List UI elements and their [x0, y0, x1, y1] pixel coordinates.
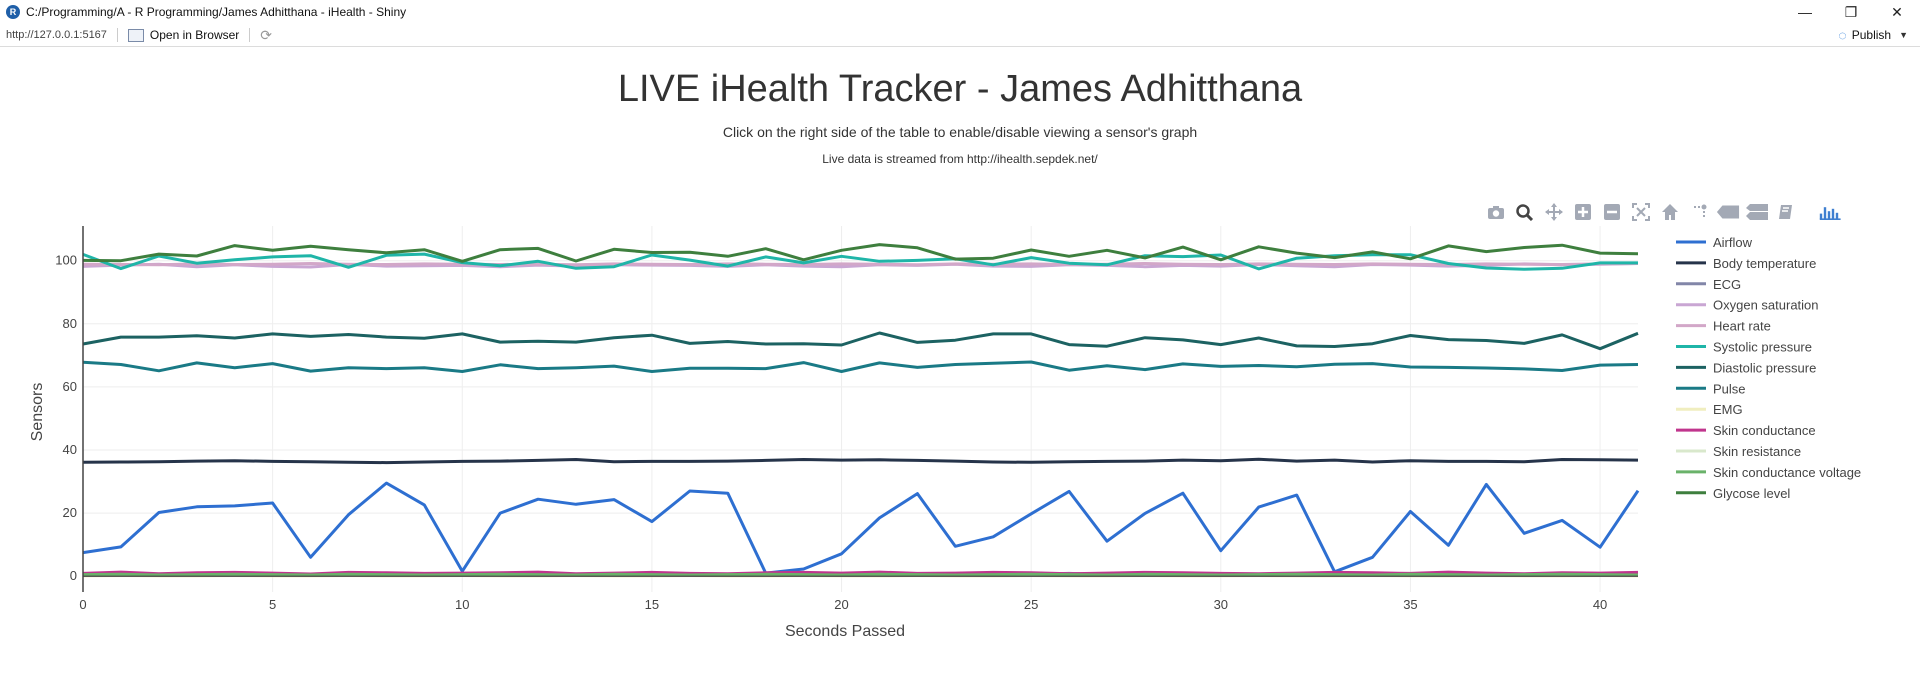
legend-item-diastolic-pressure[interactable]: Diastolic pressure [1676, 360, 1816, 375]
series-line-systolic-pressure[interactable] [82, 252, 1638, 271]
legend-item-emg[interactable]: EMG [1676, 402, 1743, 417]
legend-label: Heart rate [1713, 319, 1771, 334]
hover-compare-icon[interactable] [1745, 203, 1769, 221]
hover-closest-icon[interactable] [1716, 203, 1740, 221]
series-line-diastolic-pressure[interactable] [82, 331, 1639, 351]
x-tick-label: 5 [269, 597, 276, 612]
publish-label: Publish [1851, 28, 1892, 42]
legend-item-ecg[interactable]: ECG [1676, 277, 1741, 292]
open-in-browser-label: Open in Browser [149, 28, 240, 42]
legend-item-skin-resistance[interactable]: Skin resistance [1676, 444, 1801, 459]
legend-label: EMG [1713, 402, 1743, 417]
camera-icon[interactable] [1484, 203, 1508, 221]
x-tick-label: 0 [79, 597, 86, 612]
series-line-pulse[interactable] [82, 360, 1639, 373]
x-tick-label: 20 [834, 597, 848, 612]
x-tick-label: 30 [1214, 597, 1228, 612]
page-subtitle: Click on the right side of the table to … [722, 124, 1198, 140]
browser-window-icon [127, 28, 144, 42]
pan-icon[interactable] [1542, 203, 1566, 221]
legend-item-airflow[interactable]: Airflow [1676, 235, 1753, 250]
series-line-glycose-level[interactable] [82, 243, 1639, 263]
chart-legend: Airflow Body temperature ECG Oxygen saturat… [1676, 235, 1861, 501]
legend-label: Systolic pressure [1713, 340, 1812, 355]
x-tick-label: 10 [455, 597, 469, 612]
minimize-button[interactable]: — [1798, 4, 1812, 20]
legend-item-systolic-pressure[interactable]: Systolic pressure [1676, 340, 1812, 355]
series-line-airflow[interactable] [82, 481, 1640, 575]
legend-label: Pulse [1713, 381, 1746, 396]
zoom-icon[interactable] [1513, 203, 1537, 221]
legend-label: Glycose level [1713, 486, 1790, 501]
series-line-heart-rate[interactable] [82, 262, 1639, 267]
legend-item-skin-conductance-voltage[interactable]: Skin conductance voltage [1676, 465, 1861, 480]
y-tick-label: 60 [63, 379, 77, 394]
legend-item-pulse[interactable]: Pulse [1676, 381, 1746, 396]
series-line-body-temperature[interactable] [82, 457, 1639, 465]
legend-label: Airflow [1713, 235, 1753, 250]
toolbar-divider [249, 28, 251, 42]
data-source-note: Live data is streamed from http://ihealt… [822, 152, 1098, 166]
y-tick-label: 80 [63, 316, 77, 331]
legend-label: Oxygen saturation [1713, 298, 1819, 313]
window-title: C:/Programming/A - R Programming/James A… [26, 5, 407, 19]
page-title: LIVE iHealth Tracker - James Adhitthana [617, 68, 1303, 110]
close-button[interactable]: ✕ [1891, 3, 1903, 20]
autoscale-icon[interactable] [1629, 203, 1653, 221]
legend-label: ECG [1713, 277, 1741, 292]
legend-label: Body temperature [1713, 256, 1816, 271]
window-titlebar: R C:/Programming/A - R Programming/James… [0, 0, 1920, 24]
url-field[interactable]: http://127.0.0.1:5167 [6, 29, 107, 41]
toolbar-divider [116, 28, 118, 42]
y-axis-title: Sensors [29, 383, 46, 442]
x-axis-title: Seconds Passed [785, 623, 905, 640]
y-tick-label: 40 [63, 442, 77, 457]
publish-button[interactable]: ◌ Publish ▼ [1838, 24, 1908, 46]
legend-item-skin-conductance[interactable]: Skin conductance [1676, 423, 1816, 438]
legend-item-oxygen-saturation[interactable]: Oxygen saturation [1676, 298, 1819, 313]
legend-label: Skin resistance [1713, 444, 1801, 459]
series-line-skin-conductance[interactable] [82, 570, 1639, 576]
rstudio-icon: R [6, 5, 20, 19]
chart-series [82, 243, 1640, 578]
legend-label: Diastolic pressure [1713, 360, 1816, 375]
refresh-icon[interactable]: ⟳ [260, 26, 273, 43]
chevron-down-icon[interactable]: ▼ [1899, 30, 1908, 40]
plotly-logo-icon[interactable] [1819, 203, 1843, 221]
zoom-out-icon[interactable] [1600, 203, 1624, 221]
chart-tick-labels: 0 20 40 60 80 100 0 5 10 15 20 25 30 35 40 [55, 253, 1607, 612]
viewer-toolbar: http://127.0.0.1:5167 Open in Browser ⟳ … [0, 24, 1920, 47]
y-tick-label: 20 [63, 505, 77, 520]
chart-axes [82, 226, 1638, 592]
legend-item-heart-rate[interactable]: Heart rate [1676, 319, 1771, 334]
legend-item-glycose-level[interactable]: Glycose level [1676, 486, 1790, 501]
plot-modebar [1484, 203, 1848, 221]
x-tick-label: 40 [1593, 597, 1607, 612]
legend-item-body-temperature[interactable]: Body temperature [1676, 256, 1816, 271]
window-controls: — ❐ ✕ [1782, 0, 1920, 24]
publish-icon: ◌ [1838, 27, 1847, 43]
zoom-in-icon[interactable] [1571, 203, 1595, 221]
x-tick-label: 35 [1403, 597, 1417, 612]
restore-button[interactable]: ❐ [1844, 3, 1858, 20]
home-icon[interactable] [1658, 203, 1682, 221]
legend-label: Skin conductance voltage [1713, 465, 1861, 480]
series-line-skin-conductance-voltage[interactable] [82, 572, 1639, 577]
y-tick-label: 0 [70, 568, 77, 583]
x-tick-label: 25 [1024, 597, 1038, 612]
x-tick-label: 15 [645, 597, 659, 612]
spike-lines-icon[interactable] [1687, 203, 1711, 221]
edit-icon[interactable] [1774, 203, 1798, 221]
y-tick-label: 100 [55, 253, 77, 268]
open-in-browser-button[interactable]: Open in Browser [127, 28, 240, 42]
legend-label: Skin conductance [1713, 423, 1816, 438]
